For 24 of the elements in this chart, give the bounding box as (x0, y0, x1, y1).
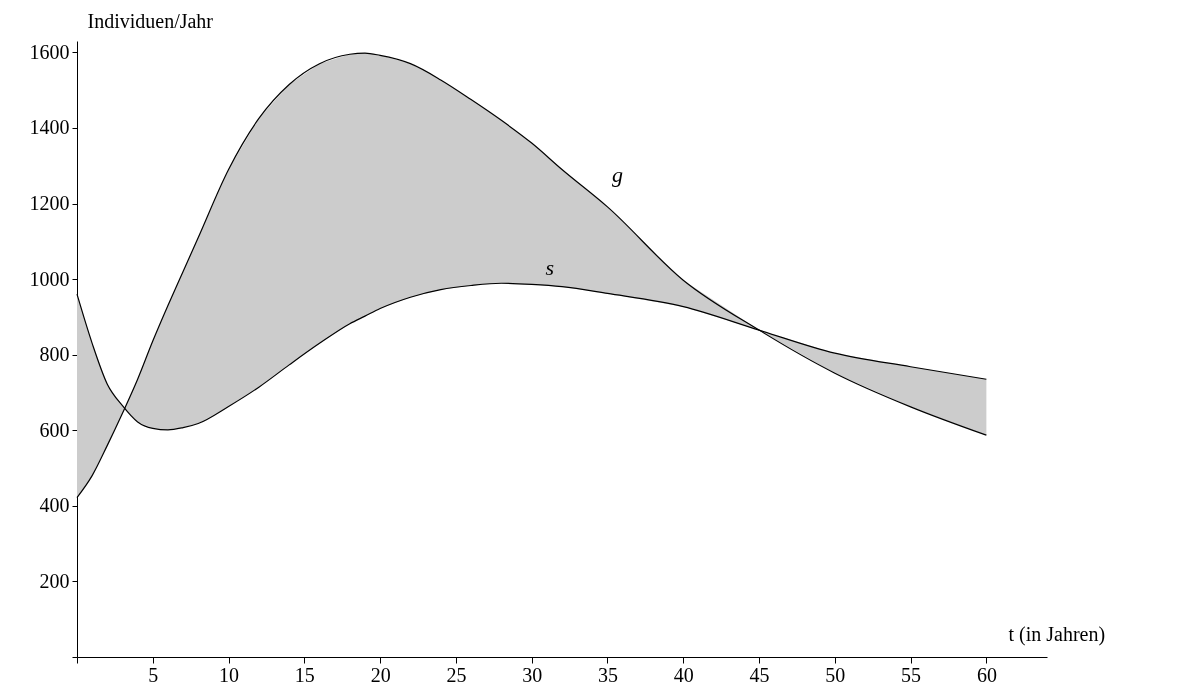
y-tick-label: 800 (39, 343, 70, 366)
x-tick-label: 35 (597, 663, 618, 686)
x-tick-label: 20 (370, 663, 391, 686)
y-tick-label: 1000 (29, 267, 70, 290)
x-tick-label: 60 (976, 663, 997, 686)
x-axis-title: t (in Jahren) (1008, 622, 1106, 646)
y-tick-label: 600 (39, 418, 70, 441)
x-tick-label: 55 (901, 663, 922, 686)
x-tick-label: 40 (673, 663, 694, 686)
y-tick-label: 1200 (29, 192, 70, 214)
x-tick-label: 25 (446, 663, 467, 686)
series-label: s (545, 255, 554, 281)
x-tick-label: 10 (219, 663, 240, 686)
y-tick-label: 1400 (29, 116, 70, 139)
y-tick-label: 1600 (29, 40, 70, 63)
y-tick-label: 400 (39, 494, 70, 517)
x-tick-label: 5 (148, 663, 159, 686)
x-tick-label: 50 (825, 663, 846, 686)
x-tick-label: 15 (294, 663, 315, 686)
x-tick-label: 45 (749, 663, 770, 686)
x-tick-label: 30 (522, 663, 543, 686)
y-axis-title: Individuen/Jahr (87, 9, 214, 32)
y-tick-label: 200 (39, 569, 70, 592)
series-label: g (611, 161, 623, 187)
